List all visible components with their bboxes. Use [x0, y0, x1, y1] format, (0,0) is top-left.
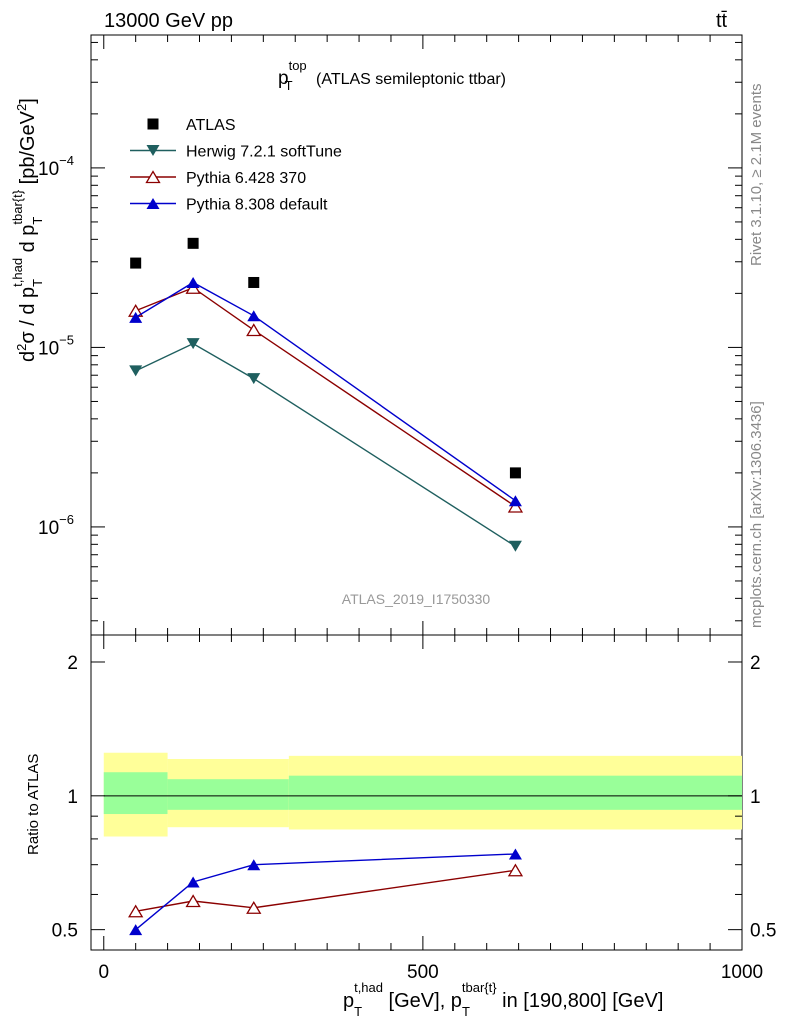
ratio-point	[129, 924, 143, 936]
mcplots-label: mcplots.cern.ch [arXiv:1306.3436]	[748, 401, 765, 628]
data-point	[247, 310, 261, 322]
x-tick-label: 500	[407, 962, 439, 983]
data-point	[509, 467, 521, 479]
legend-marker	[146, 145, 160, 156]
ratio-band-inner	[288, 775, 742, 810]
ratio-bands	[103, 752, 742, 837]
ratio-point	[246, 900, 262, 914]
ratio-y-tick-label-right: 1	[750, 787, 761, 808]
ratio-y-tick-label: 0.5	[52, 921, 78, 942]
ratio-point	[186, 876, 200, 888]
ratio-y-tick-label: 2	[67, 653, 78, 674]
main-ylabel: d2σ / d pTt,had d pTtbar{t} [pb/GeV2]	[10, 98, 45, 362]
x-tick-label: 0	[98, 962, 109, 983]
main-series	[128, 237, 524, 552]
series-line-2	[135, 286, 516, 508]
ratio-line-3	[135, 853, 516, 931]
ratio-point	[508, 848, 522, 860]
ratio-y-tick-label-right: 0.5	[750, 921, 776, 942]
x-tick-label: 1000	[721, 962, 763, 983]
main-y-tick-label: 10−4	[38, 153, 74, 180]
ratio-ticks: 0.5 0.5 1 1 2 2 0 500 1000	[52, 635, 776, 983]
main-title: ptop T	[278, 58, 307, 93]
x-axis-label: pTt,had [GeV], pTtbar{t} in [190,800] [G…	[343, 980, 663, 1019]
series-line-3	[135, 281, 516, 502]
ratio-y-tick-label: 1	[67, 787, 78, 808]
ratio-series	[128, 848, 524, 936]
ratio-y-tick-label-right: 2	[750, 653, 761, 674]
header-left: 13000 GeV pp	[104, 10, 233, 32]
data-point	[508, 495, 522, 507]
watermark: ATLAS_2019_I1750330	[342, 591, 491, 607]
data-point	[248, 276, 260, 288]
data-point	[130, 257, 142, 269]
ratio-point	[247, 859, 261, 871]
data-point	[187, 237, 199, 249]
legend-label: Pythia 6.428 370	[186, 170, 306, 187]
ratio-band-inner	[167, 779, 289, 810]
main-y-ticks: 10−4 10−5 10−6	[38, 35, 743, 635]
data-point	[247, 373, 261, 385]
ratio-point	[185, 894, 201, 908]
rivet-label: Rivet 3.1.10, ≥ 2.1M events	[748, 84, 765, 267]
data-point	[508, 540, 522, 552]
legend: ATLAS Herwig 7.2.1 softTune Pythia 6.428 3…	[130, 117, 342, 214]
ratio-point	[507, 863, 524, 877]
data-point	[507, 499, 524, 513]
legend-label: Herwig 7.2.1 softTune	[186, 144, 342, 161]
legend-marker	[145, 170, 161, 184]
header-right: tt̄	[716, 10, 728, 32]
ratio-band-inner	[103, 772, 168, 815]
ratio-ylabel: Ratio to ATLAS	[25, 754, 42, 855]
data-point	[246, 323, 262, 337]
data-point	[129, 311, 143, 323]
data-point	[186, 338, 200, 350]
main-title-rest: (ATLAS semileptonic ttbar)	[316, 71, 506, 88]
ratio-point	[128, 904, 144, 918]
legend-marker	[146, 198, 160, 209]
data-point	[186, 276, 200, 288]
main-y-tick-label: 10−5	[38, 332, 74, 359]
data-point	[129, 365, 143, 377]
series-line-1	[135, 342, 516, 547]
legend-label: ATLAS	[186, 117, 236, 134]
legend-marker	[147, 118, 159, 130]
legend-label: Pythia 8.308 default	[186, 197, 328, 214]
main-y-tick-label: 10−6	[38, 512, 74, 539]
